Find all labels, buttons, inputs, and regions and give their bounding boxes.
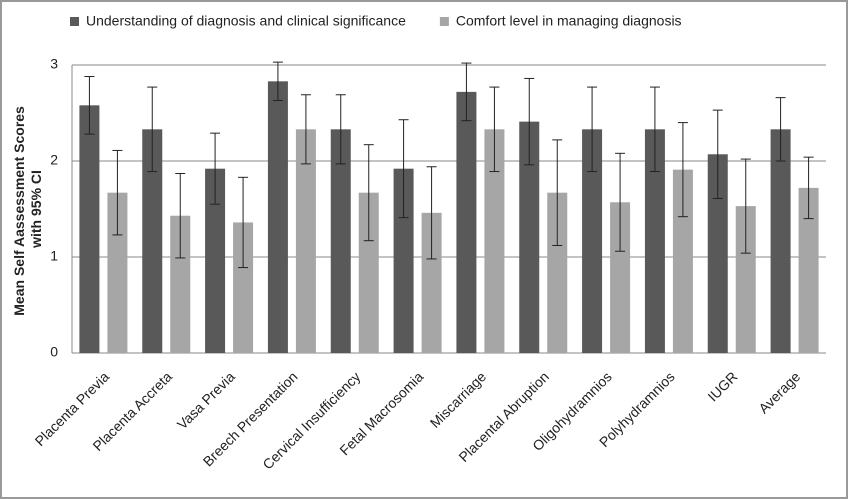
- bar: [170, 215, 191, 353]
- y-axis-title-line: with 95% CI: [28, 170, 44, 249]
- error-bar: [461, 62, 472, 122]
- bar: [547, 192, 568, 353]
- bar: [330, 129, 351, 353]
- bar: [142, 129, 163, 353]
- bar: [672, 169, 693, 353]
- legend-swatch: [70, 17, 79, 26]
- error-bar: [649, 86, 660, 173]
- bar: [644, 129, 665, 353]
- error-bar: [84, 76, 95, 135]
- bar: [205, 168, 226, 353]
- y-axis-title-line: Mean Self Aassessment Scores: [11, 106, 27, 316]
- error-bar: [147, 86, 158, 173]
- legend-swatch: [439, 17, 449, 26]
- bar: [519, 121, 540, 353]
- y-tick-label: 1: [50, 248, 58, 264]
- bar: [582, 129, 603, 353]
- error-bar: [398, 119, 409, 219]
- error-bar: [489, 86, 500, 173]
- bar: [456, 91, 477, 353]
- bar: [267, 81, 288, 353]
- error-bar: [112, 149, 123, 236]
- error-bar: [300, 94, 311, 165]
- bar: [79, 105, 100, 353]
- bar: [107, 192, 128, 353]
- bar: [393, 168, 414, 353]
- legend-label: Comfort level in managing diagnosis: [456, 13, 682, 29]
- error-bar: [524, 77, 535, 166]
- bar: [735, 206, 756, 353]
- error-bar: [363, 144, 374, 242]
- legend-label: Understanding of diagnosis and clinical …: [86, 13, 406, 29]
- y-tick-label: 3: [50, 56, 58, 72]
- y-tick-label: 2: [50, 152, 58, 168]
- error-bar: [210, 132, 221, 205]
- error-bar: [272, 61, 283, 102]
- error-bar: [803, 156, 814, 220]
- error-bar: [775, 97, 786, 162]
- y-tick-label: 0: [50, 344, 58, 360]
- error-bar: [552, 139, 563, 246]
- bar: [295, 129, 316, 353]
- error-bar: [740, 158, 751, 254]
- bar: [233, 222, 254, 353]
- bar: [421, 212, 442, 353]
- y-axis-title: Mean Self Aassessment Scores with 95% CI: [11, 102, 44, 315]
- error-bar: [587, 86, 598, 173]
- error-bar: [677, 122, 688, 218]
- bar: [358, 192, 379, 353]
- error-bar: [712, 109, 723, 199]
- error-bar: [238, 176, 249, 269]
- error-bar: [615, 152, 626, 252]
- error-bar: [426, 166, 437, 260]
- bar: [484, 129, 505, 353]
- error-bar: [335, 94, 346, 165]
- bar: [610, 202, 631, 353]
- bar: [770, 129, 791, 353]
- bar: [707, 154, 728, 353]
- bar: [798, 187, 819, 353]
- error-bar: [175, 172, 186, 259]
